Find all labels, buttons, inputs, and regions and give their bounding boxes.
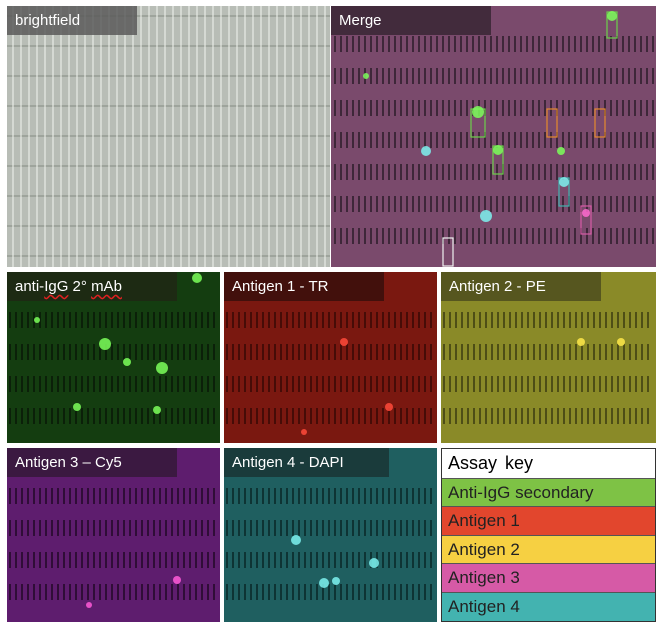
brightfield-panel: brightfield [7,6,330,267]
brightfield-label: brightfield [7,6,137,35]
antigen-3-panel: Antigen 3 – Cy5 [7,448,220,622]
antigen-1-panel: Antigen 1 - TR [224,272,437,443]
assay-key-title: Assay key [448,453,534,473]
anti-igg-label: anti-IgG 2° mAb [7,272,177,301]
merge-panel: Merge [331,6,656,267]
antigen-2-panel: Antigen 2 - PE [441,272,656,443]
key-entry-antigen-1: Antigen 1 [442,506,655,535]
key-entry-antigen-4: Antigen 4 [442,591,655,621]
antigen-4-image [224,448,437,622]
merge-image [331,6,656,267]
fluorescence-spots [363,11,617,222]
key-entry-antigen-2: Antigen 2 [442,534,655,564]
antigen-4-label: Antigen 4 - DAPI [224,448,389,477]
well-columns [12,6,326,267]
anti-igg-panel: anti-IgG 2° mAb [7,272,220,443]
antigen-3-label: Antigen 3 – Cy5 [7,448,177,477]
key-entry-antigen-3: Antigen 3 [442,563,655,592]
key-entry-anti-igg: Anti-IgG secondary [442,477,655,507]
hit-markers [442,11,618,267]
antigen-4-panel: Antigen 4 - DAPI [224,448,437,622]
merge-label: Merge [331,6,491,35]
antigen-3-image [7,448,220,622]
antigen-1-label: Antigen 1 - TR [224,272,384,301]
brightfield-image [7,6,330,267]
assay-key: Assay key Anti-IgG secondary Antigen 1 A… [441,448,656,622]
antigen-2-label: Antigen 2 - PE [441,272,601,301]
